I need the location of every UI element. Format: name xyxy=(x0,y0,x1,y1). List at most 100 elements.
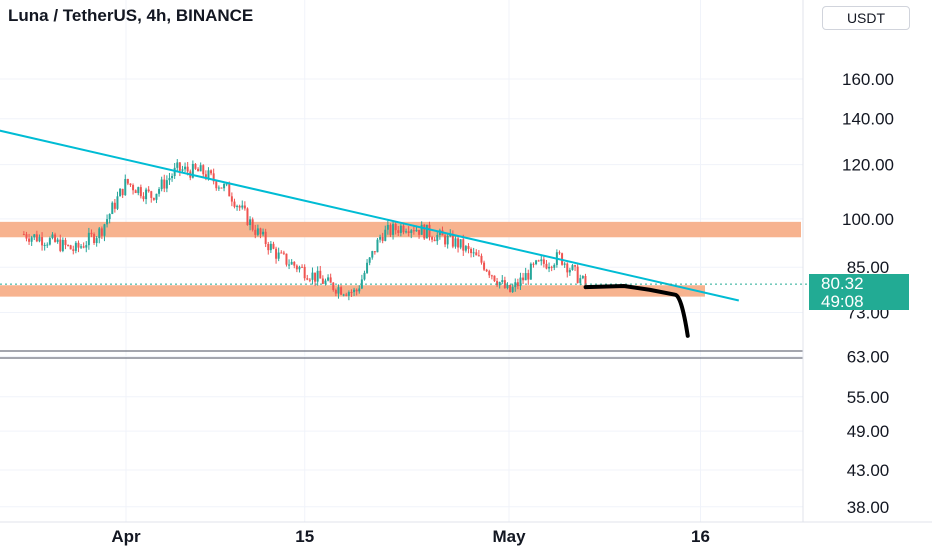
candle-body xyxy=(405,231,408,233)
candle-body xyxy=(225,183,228,185)
candle-body xyxy=(451,233,454,247)
candle-body xyxy=(496,281,499,286)
candle-body xyxy=(423,224,426,239)
candle-body xyxy=(186,166,189,172)
candle-body xyxy=(399,225,402,233)
candle-body xyxy=(194,163,197,169)
candle-body xyxy=(113,202,116,209)
candle-body xyxy=(100,228,103,236)
time-axis[interactable]: Apr 15 May 16 xyxy=(111,527,710,546)
candle-body xyxy=(353,289,356,293)
candle-body xyxy=(236,205,239,207)
last-price-value: 80.32 xyxy=(821,274,864,293)
candle-body xyxy=(59,239,62,251)
price-tick-label: 140.00 xyxy=(842,110,894,129)
candle-body xyxy=(95,238,98,243)
candle-body xyxy=(85,245,88,248)
price-tick-label: 43.00 xyxy=(847,461,890,480)
candle-body xyxy=(298,266,301,270)
candle-body xyxy=(165,180,168,189)
trendline[interactable] xyxy=(0,127,740,302)
candle-body xyxy=(425,224,428,239)
candle-body xyxy=(35,234,38,242)
candle-body xyxy=(288,264,291,266)
candle-body xyxy=(392,223,395,235)
candle-body xyxy=(483,262,486,270)
bar-countdown-tag: 49:08 xyxy=(809,293,909,310)
vertical-gridlines xyxy=(125,0,701,522)
candle-body xyxy=(576,266,579,283)
candle-body xyxy=(25,234,28,239)
candle-body xyxy=(444,235,447,245)
candle-body xyxy=(150,191,153,198)
candle-body xyxy=(381,237,384,241)
candle-body xyxy=(22,234,25,236)
candle-body xyxy=(142,196,145,200)
candle-body xyxy=(147,189,150,192)
chart-title: Luna / TetherUS, 4h, BINANCE xyxy=(8,6,254,25)
candle-body xyxy=(342,294,345,296)
candle-body xyxy=(371,251,374,258)
candle-body xyxy=(82,246,85,248)
candle-body xyxy=(340,287,343,295)
candle-body xyxy=(293,261,296,266)
price-tick-label: 55.00 xyxy=(847,388,890,407)
candle-body xyxy=(308,279,311,281)
candle-body xyxy=(124,179,127,196)
candle-body xyxy=(516,282,519,287)
candle-body xyxy=(480,255,483,263)
candle-body xyxy=(285,253,288,265)
candle-body xyxy=(493,275,496,282)
candle-body xyxy=(574,265,577,267)
candle-body xyxy=(93,234,96,243)
candle-body xyxy=(311,272,314,280)
candle-body xyxy=(563,263,566,265)
candle-body xyxy=(295,265,298,270)
candle-body xyxy=(134,190,137,194)
candle-body xyxy=(163,179,166,189)
currency-button[interactable]: USDT xyxy=(822,6,910,30)
price-tick-label: 49.00 xyxy=(847,422,890,441)
candle-body xyxy=(152,197,155,200)
candle-body xyxy=(306,278,309,280)
price-axis[interactable]: 160.00140.00120.00100.0085.0073.0063.005… xyxy=(842,70,894,517)
candle-body xyxy=(256,228,259,235)
candle-body xyxy=(581,276,584,279)
candle-body xyxy=(191,163,194,178)
candle-body xyxy=(415,229,418,232)
candle-body xyxy=(477,255,480,257)
candle-body xyxy=(537,260,540,262)
candle-body xyxy=(350,292,353,294)
time-tick-label: 16 xyxy=(691,527,710,546)
candle-body xyxy=(379,237,382,240)
candle-body xyxy=(433,239,436,242)
candle-body xyxy=(334,289,337,294)
candle-body xyxy=(301,266,304,268)
candle-body xyxy=(176,162,179,168)
candle-body xyxy=(243,205,246,209)
candle-body xyxy=(529,263,532,280)
projection-drawing[interactable] xyxy=(583,284,690,338)
horizontal-gridlines xyxy=(0,78,803,508)
candle-body xyxy=(363,272,366,280)
candle-body xyxy=(269,243,272,251)
candle-body xyxy=(178,162,181,171)
candle-body xyxy=(584,276,587,285)
candle-body xyxy=(41,237,44,246)
candle-body xyxy=(566,263,569,273)
candle-body xyxy=(384,229,387,241)
candle-body xyxy=(56,239,59,242)
candle-body xyxy=(501,280,504,283)
candle-body xyxy=(467,246,470,249)
candle-body xyxy=(282,252,285,254)
candle-body xyxy=(485,269,488,272)
candle-body xyxy=(511,287,514,292)
candle-body xyxy=(550,266,553,268)
candle-body xyxy=(197,168,200,172)
candle-body xyxy=(77,242,80,248)
price-tick-label: 160.00 xyxy=(842,70,894,89)
support-zone[interactable] xyxy=(0,285,705,297)
candle-body xyxy=(171,176,174,179)
candle-body xyxy=(303,266,306,279)
